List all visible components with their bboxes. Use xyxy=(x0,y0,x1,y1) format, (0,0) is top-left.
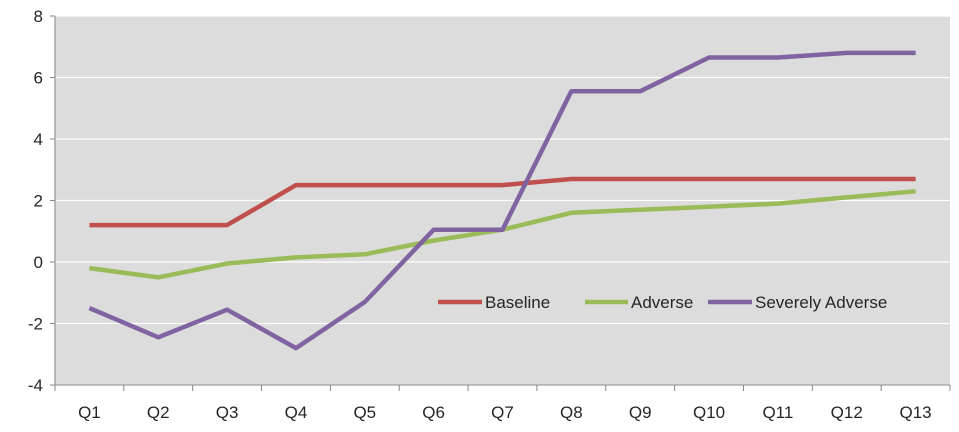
series-line-baseline xyxy=(89,176,916,228)
y-tick-label: 4 xyxy=(34,130,43,149)
x-tick-label: Q12 xyxy=(831,403,863,422)
legend-label-adverse: Adverse xyxy=(631,293,693,312)
legend-label-severely-adverse: Severely Adverse xyxy=(755,293,887,312)
legend: Baseline Adverse Severely Adverse xyxy=(438,293,887,312)
legend-label-baseline: Baseline xyxy=(485,293,550,312)
x-tick-label: Q10 xyxy=(693,403,725,422)
y-tick-label: 2 xyxy=(34,192,43,211)
y-tick-labels: -4 -2 0 2 4 6 8 xyxy=(28,7,55,395)
x-tick-label: Q5 xyxy=(353,403,376,422)
x-tick-label: Q9 xyxy=(629,403,652,422)
series-line-severely-adverse xyxy=(88,50,916,351)
y-tick-label: 0 xyxy=(34,253,43,272)
x-tick-label: Q1 xyxy=(78,403,101,422)
x-tick-label: Q11 xyxy=(762,403,793,422)
y-tick-label: 8 xyxy=(34,7,43,26)
x-tick-label: Q8 xyxy=(560,403,583,422)
x-tick-label: Q13 xyxy=(900,403,932,422)
x-tick-label: Q2 xyxy=(147,403,170,422)
y-tick-label: 6 xyxy=(34,69,43,88)
x-tick-label: Q4 xyxy=(285,403,308,422)
series-lines xyxy=(88,50,916,351)
x-tick-label: Q3 xyxy=(216,403,239,422)
x-tick-label: Q6 xyxy=(422,403,445,422)
y-tick-label: -4 xyxy=(28,376,43,395)
x-tick-label: Q7 xyxy=(491,403,514,422)
x-tick-labels: Q1 Q2 Q3 Q4 Q5 Q6 Q7 Q8 Q9 Q10 Q11 Q12 Q13 xyxy=(54,385,951,422)
y-tick-label: -2 xyxy=(28,315,43,334)
